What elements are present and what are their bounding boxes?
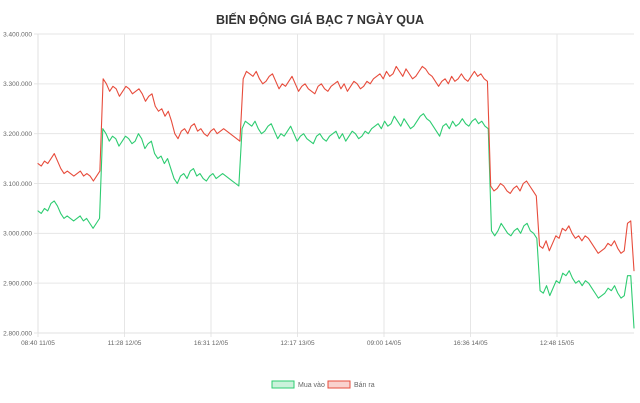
legend-label: Bán ra bbox=[354, 382, 375, 389]
x-tick-label: 16:31 12/05 bbox=[194, 340, 229, 347]
y-tick-label: 2.900.000 bbox=[3, 280, 32, 287]
y-tick-label: 2.800.000 bbox=[3, 330, 32, 337]
chart-title: BIẾN ĐỘNG GIÁ BẠC 7 NGÀY QUA bbox=[216, 12, 424, 27]
series-line bbox=[37, 65, 635, 272]
series-layer bbox=[37, 65, 635, 329]
legend-swatch bbox=[327, 380, 351, 389]
x-axis: 08:40 11/05 11:28 12/05 16:31 12/05 12:17 1… bbox=[21, 332, 634, 347]
x-tick-label: 12:17 13/05 bbox=[280, 340, 315, 347]
y-tick-label: 3.200.000 bbox=[3, 131, 32, 138]
y-tick-label: 3.400.000 bbox=[3, 31, 32, 38]
y-tick-label: 3.100.000 bbox=[3, 181, 32, 188]
legend-swatch bbox=[271, 380, 295, 389]
x-tick-label: 08:40 11/05 bbox=[21, 340, 55, 347]
legend-label: Mua vào bbox=[298, 382, 325, 389]
legend: Mua vào Bán ra bbox=[271, 380, 375, 389]
x-tick-label: 12:48 15/05 bbox=[540, 340, 575, 347]
x-tick-label: 09:00 14/05 bbox=[367, 340, 402, 347]
y-tick-label: 3.300.000 bbox=[3, 81, 32, 88]
x-tick-label: 16:36 14/05 bbox=[453, 340, 488, 347]
x-tick-label: 11:28 12/05 bbox=[108, 340, 142, 347]
y-axis: 2.800.000 2.900.000 3.000.000 3.100.000 3.20… bbox=[3, 31, 39, 337]
y-tick-label: 3.000.000 bbox=[3, 231, 32, 238]
series-line bbox=[37, 113, 635, 329]
grid bbox=[37, 33, 634, 334]
